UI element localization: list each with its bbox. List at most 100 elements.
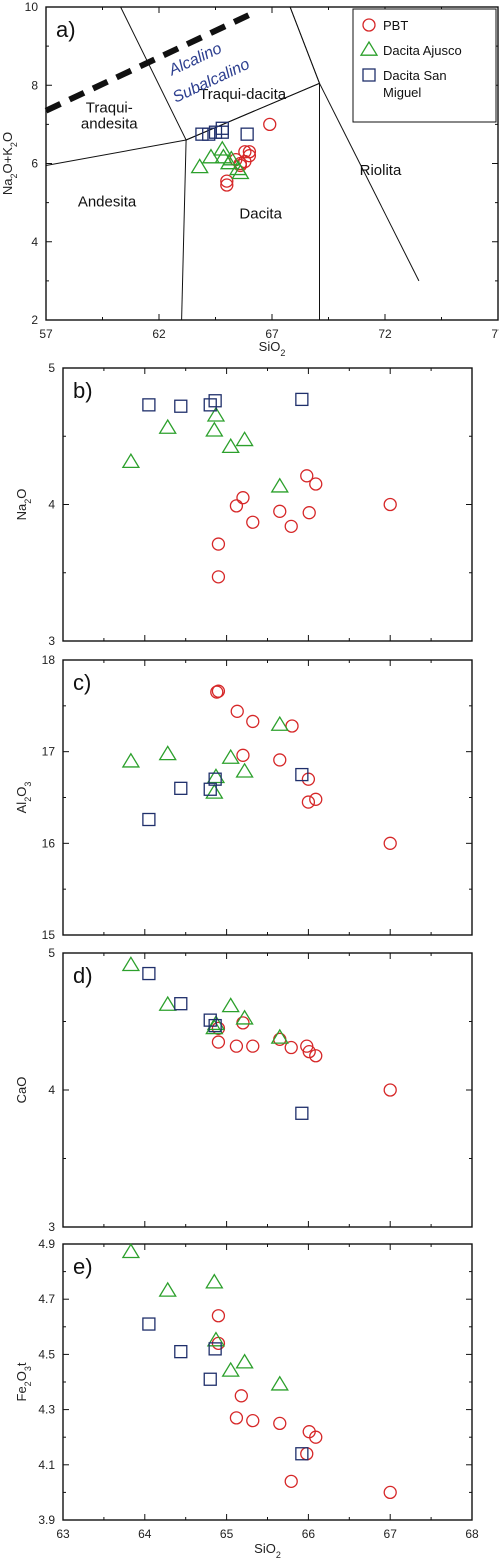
data-point — [210, 685, 224, 699]
y-axis-label: Na2O+K2O — [0, 132, 19, 195]
data-point — [295, 1106, 309, 1120]
plot-frame — [62, 367, 473, 642]
data-point — [263, 117, 277, 132]
data-point — [309, 1430, 323, 1444]
series-dacita-san-miguel — [142, 966, 309, 1120]
field-boundary — [319, 83, 420, 282]
y-tick-label: 4.9 — [38, 1237, 55, 1251]
x-tick-label: 77 — [491, 327, 499, 341]
y-tick-label: 4.5 — [38, 1347, 55, 1361]
data-point — [158, 418, 177, 434]
data-point — [190, 158, 209, 174]
data-point — [220, 178, 234, 192]
field-label: andesita — [81, 115, 138, 132]
data-point — [201, 148, 221, 164]
x-tick-label: 57 — [39, 327, 53, 341]
data-point — [142, 966, 156, 981]
data-point — [215, 121, 229, 135]
legend-marker — [359, 40, 379, 56]
data-point — [221, 997, 240, 1013]
y-tick-label: 10 — [25, 0, 39, 14]
data-point — [208, 1018, 222, 1033]
y-tick-label: 3.9 — [38, 1513, 55, 1527]
data-point — [174, 781, 188, 795]
data-point — [246, 515, 260, 529]
field-label: Traqui- — [86, 100, 133, 117]
data-point — [284, 1040, 298, 1055]
data-point — [211, 1309, 226, 1323]
y-tick-label: 5 — [48, 946, 55, 960]
plot-frame — [62, 659, 473, 936]
legend-label: Dacita San — [383, 68, 447, 83]
data-point — [203, 398, 217, 412]
data-point — [285, 719, 299, 733]
x-tick-label: 66 — [302, 1527, 316, 1541]
data-point — [234, 1389, 248, 1403]
field-label: Andesita — [78, 194, 137, 211]
series-dacita-ajusco — [121, 406, 289, 493]
chart-panel-e: 3.9 4.1 4.3 4.5 4.7 4.9 63 64 65 66 67 68 SiO2 Fe2O3t… — [14, 1237, 479, 1560]
data-point — [142, 812, 156, 827]
data-point — [300, 1447, 314, 1461]
data-point — [158, 745, 177, 761]
data-point — [302, 1044, 316, 1059]
data-point — [121, 752, 141, 768]
data-point — [121, 452, 141, 469]
panel-letter: e) — [73, 1254, 93, 1279]
data-point — [211, 1035, 226, 1049]
data-point — [211, 537, 226, 551]
data-point — [295, 392, 309, 407]
y-tick-label: 4.3 — [38, 1403, 55, 1417]
alkaline-subalkaline-divider — [44, 12, 251, 114]
series-dacita-san-miguel — [142, 767, 309, 827]
data-point — [229, 499, 244, 513]
data-point — [215, 125, 229, 139]
data-point — [211, 570, 226, 584]
data-point — [301, 795, 316, 809]
y-tick-label: 3 — [48, 1220, 55, 1234]
data-point — [270, 477, 289, 493]
x-tick-label: 63 — [56, 1527, 70, 1541]
y-tick-label: 18 — [42, 653, 56, 667]
data-point — [284, 519, 298, 533]
y-tick-label: 4.1 — [38, 1458, 55, 1472]
series-pbt — [210, 684, 397, 850]
field-boundary — [45, 139, 187, 166]
y-tick-label: 3 — [48, 634, 55, 648]
data-point — [158, 995, 177, 1011]
y-axis-label: CaO — [14, 1077, 29, 1104]
data-point — [121, 956, 141, 972]
data-point — [206, 1331, 226, 1347]
data-point — [309, 477, 323, 491]
data-point — [270, 1375, 289, 1391]
chart-panel-c: 15 16 17 18 Al2O3 c) — [14, 653, 473, 942]
chart-panel-d: 3 4 5 CaO d) — [14, 946, 473, 1234]
legend: PBT Dacita Ajusco Dacita San Miguel — [352, 8, 497, 123]
data-point — [211, 684, 226, 698]
y-tick-label: 5 — [48, 361, 55, 375]
data-point — [222, 150, 241, 166]
data-point — [230, 704, 244, 718]
legend-box — [352, 8, 497, 123]
data-point — [235, 1353, 254, 1369]
data-point — [206, 768, 226, 784]
series-dacita-san-miguel — [195, 121, 254, 141]
data-point — [300, 469, 314, 483]
x-tick-label: 67 — [265, 327, 279, 341]
panel-letter: b) — [73, 378, 93, 403]
series-pbt — [211, 1016, 397, 1097]
y-tick-label: 4 — [31, 235, 38, 249]
data-point — [235, 431, 254, 447]
series-dacita-ajusco — [121, 715, 289, 799]
field-label: Riolita — [360, 162, 402, 179]
data-point — [214, 148, 233, 164]
data-point — [208, 772, 222, 786]
legend-label: PBT — [383, 18, 408, 33]
field-label: Traqui-dacita — [199, 86, 287, 103]
data-point — [206, 406, 226, 422]
data-point — [270, 715, 289, 731]
data-point — [383, 1083, 397, 1097]
data-point — [242, 145, 257, 159]
x-axis-label: SiO2 — [254, 1541, 281, 1560]
